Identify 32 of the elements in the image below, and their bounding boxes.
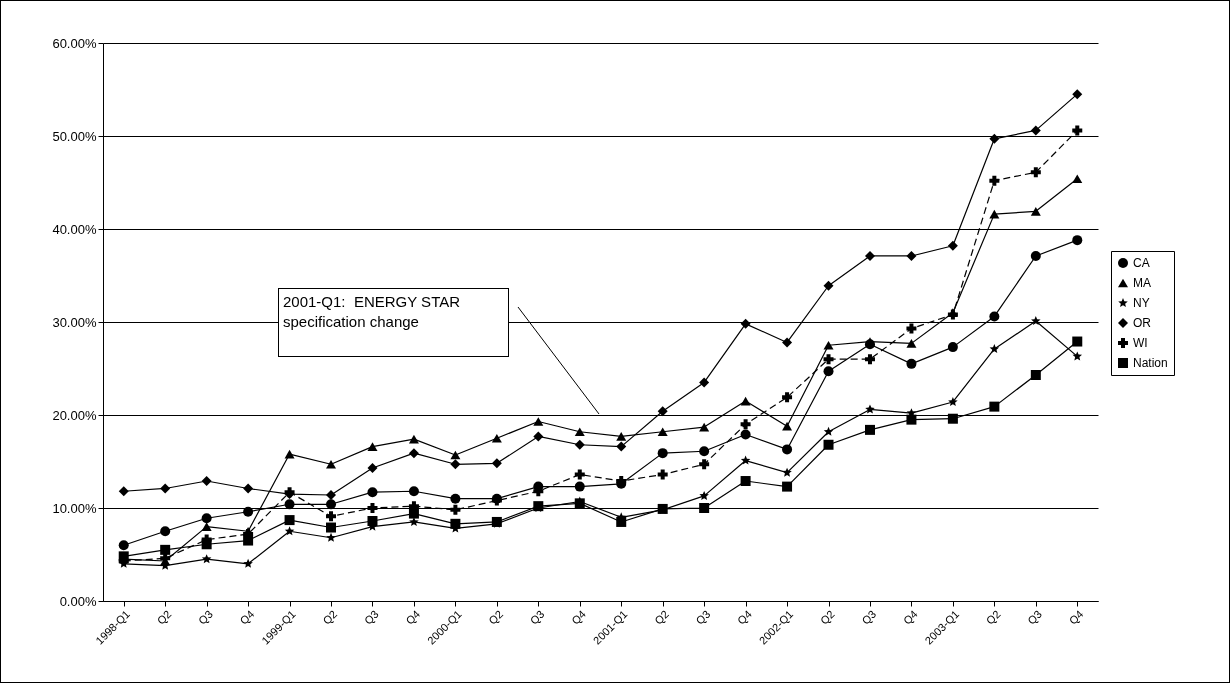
y-tick-label: 40.00%	[52, 221, 97, 237]
x-tick-label: Q4	[900, 607, 920, 627]
x-tick-label: Q2	[486, 607, 506, 627]
x-tick-label: Q2	[817, 607, 837, 627]
x-tick-label: Q2	[320, 607, 340, 627]
x-tick-label: Q3	[527, 607, 547, 627]
y-tick-label: 0.00%	[59, 593, 97, 609]
legend-label: OR	[1133, 316, 1152, 330]
y-tick-label: 50.00%	[52, 128, 97, 144]
x-tick-label: Q3	[1025, 607, 1045, 627]
x-tick-label: Q4	[1066, 607, 1086, 627]
legend-label: Nation	[1133, 356, 1168, 370]
annotation: 2001-Q1: ENERGY STAR specification change	[283, 292, 461, 332]
x-tick-label: Q3	[859, 607, 879, 627]
y-tick-label: 10.00%	[52, 500, 97, 516]
x-tick-label: Q4	[569, 607, 589, 627]
x-tick-label: Q4	[237, 607, 257, 627]
x-tick-label: Q4	[403, 607, 423, 627]
y-tick-label: 30.00%	[52, 314, 97, 330]
legend-label: MA	[1133, 276, 1151, 290]
x-tick-label: Q3	[361, 607, 381, 627]
x-tick-label: Q2	[652, 607, 671, 627]
x-tick-label: Q3	[196, 607, 215, 627]
x-tick-label: Q3	[693, 607, 713, 627]
x-tick-label: Q2	[154, 607, 174, 627]
legend-label: CA	[1133, 256, 1150, 270]
y-tick-label: 60.00%	[52, 35, 97, 51]
x-tick-label: Q4	[735, 607, 754, 627]
legend-label: NY	[1133, 296, 1150, 310]
y-tick-label: 20.00%	[52, 407, 97, 423]
x-tick-label: Q2	[983, 607, 1003, 627]
legend-label: WI	[1133, 336, 1148, 350]
